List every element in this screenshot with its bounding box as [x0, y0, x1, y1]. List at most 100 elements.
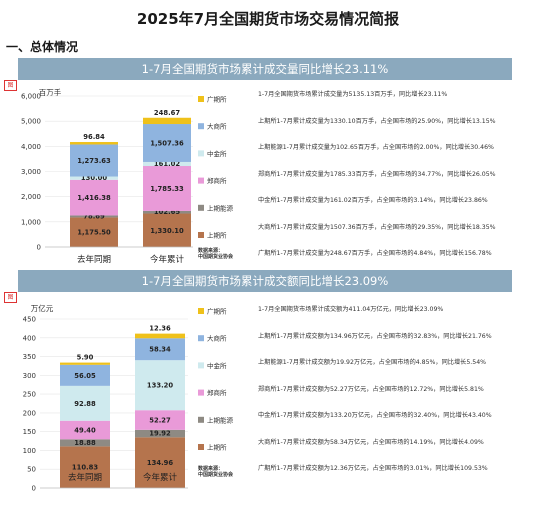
y-tick-label: 3,000 [21, 168, 41, 176]
legend-label: 广期所 [207, 95, 227, 104]
chart1-marker: 图 [4, 80, 17, 91]
bar-segment-this-year [135, 333, 185, 339]
chart1-banner: 1-7月全国期货市场累计成交量同比增长23.11% [18, 58, 512, 80]
note-line: 1-7月全国期货市场累计成交量为5135.13百万手，同比增长23.11% [258, 91, 448, 98]
source-note: 数据来源：中国期货业协会 [198, 247, 233, 260]
category-label: 今年累计 [150, 254, 185, 265]
note-line: 1-7月全国期货市场累计成交额为411.04万亿元，同比增长23.09% [258, 306, 444, 313]
y-axis-unit: 万亿元 [31, 303, 54, 313]
legend-swatch [198, 308, 204, 314]
data-label: 102.65 [154, 208, 180, 216]
bar-segment-last-year [60, 362, 110, 365]
bar-segment-last-year [70, 144, 118, 177]
data-label: 1,785.33 [150, 185, 184, 193]
legend-label: 上期所 [207, 231, 227, 240]
legend-label: 大商所 [207, 122, 227, 131]
legend-swatch [198, 123, 204, 130]
legend-swatch [198, 150, 204, 157]
y-axis-unit: 百万手 [39, 87, 62, 97]
note-line: 广期所1-7月累计成交额为12.36万亿元，占全国市场的3.01%，同比增长10… [258, 465, 488, 472]
y-tick-label: 300 [23, 372, 36, 380]
data-label: 78.69 [83, 212, 105, 220]
y-tick-label: 6,000 [21, 93, 41, 101]
legend-swatch [198, 444, 204, 450]
y-tick-label: 400 [23, 334, 36, 342]
bar-segment-this-year [143, 117, 191, 125]
bar-segment-this-year [143, 166, 191, 211]
bar-segment-last-year [60, 446, 110, 488]
note-line: 郑商所1-7月累计成交量为1785.33百万手，占全国市场的34.77%，同比增… [258, 170, 496, 178]
legend-swatch [198, 96, 204, 102]
data-label: 1,273.63 [77, 157, 111, 165]
note-line: 上期能源1-7月累计成交额为19.92万亿元，占全国市场的4.85%，同比增长5… [258, 359, 487, 366]
y-tick-label: 2,000 [21, 193, 41, 201]
legend-swatch [198, 389, 204, 396]
data-label: 52.27 [149, 417, 171, 425]
legend-swatch [198, 362, 204, 369]
y-tick-label: 250 [23, 391, 36, 399]
category-label: 去年同期 [77, 254, 111, 265]
note-line: 大商所1-7月累计成交量为1507.36百万手，占全国市场的29.35%，同比增… [258, 223, 496, 231]
y-tick-label: 0 [32, 485, 36, 493]
bar-segment-this-year [135, 410, 185, 430]
bar-segment-this-year [135, 360, 185, 411]
y-tick-label: 4,000 [21, 143, 41, 151]
bar-segment-this-year [143, 213, 191, 247]
bar-segment-last-year [60, 364, 110, 386]
note-line: 中金所1-7月累计成交额为133.20万亿元，占全国市场的32.40%，同比增长… [258, 412, 492, 419]
legend-label: 上期能源 [207, 415, 234, 424]
bar-segment-this-year [143, 210, 191, 214]
legend-swatch [198, 335, 204, 342]
note-line: 中金所1-7月累计成交量为161.02百万手，占全国市场的3.14%，同比增长2… [258, 197, 488, 204]
legend-label: 郑商所 [207, 388, 227, 397]
volume-chart: 百万手 0 1,000 2,000 3,000 4,000 5,000 6,000 1,175.… [21, 87, 234, 265]
data-label: 56.05 [74, 372, 96, 380]
bar-segment-last-year [60, 439, 110, 447]
data-label: 1,416.38 [77, 194, 111, 202]
y-tick-label: 200 [23, 409, 36, 417]
legend-label: 广期所 [207, 307, 227, 316]
note-line: 上期能源1-7月累计成交量为102.65百万手，占全国市场的2.00%，同比增长… [258, 144, 494, 151]
legend-label: 郑商所 [207, 176, 227, 185]
legend-label: 上期所 [207, 443, 227, 452]
data-label: 18.88 [74, 439, 96, 447]
y-tick-label: 5,000 [21, 118, 41, 126]
page-title: 2025年7月全国期货市场交易情况简报 [136, 10, 400, 28]
note-line: 郑商所1-7月累计成交额为52.27万亿元，占全国市场的12.72%，同比增长5… [258, 385, 484, 393]
data-label: 1,175.50 [77, 229, 111, 237]
bar-segment-last-year [60, 385, 110, 421]
data-label: 49.40 [74, 427, 96, 435]
data-label: 110.83 [72, 464, 98, 472]
category-label: 去年同期 [68, 472, 102, 483]
note-line: 上期所1-7月累计成交额为134.96万亿元，占全国市场的32.83%，同比增长… [258, 332, 492, 340]
data-label: 1,507.36 [150, 139, 184, 147]
note-line: 上期所1-7月累计成交量为1330.10百万手，占全国市场的25.90%，同比增… [258, 117, 496, 125]
y-tick-label: 450 [23, 316, 36, 324]
bar-segment-this-year [143, 124, 191, 162]
bar-segment-this-year [143, 161, 191, 167]
data-label: 92.88 [74, 400, 96, 408]
data-label: 134.96 [147, 459, 173, 467]
bar-segment-last-year [70, 217, 118, 247]
y-tick-label: 350 [23, 353, 36, 361]
bar-segment-last-year [70, 215, 118, 218]
legend-swatch [198, 204, 204, 211]
source-note: 数据来源：中国期货业协会 [198, 465, 233, 478]
bar-segment-last-year [70, 142, 118, 145]
turnover-notes: 1-7月全国期货市场累计成交额为411.04万亿元，同比增长23.09% 上期所1… [258, 294, 530, 506]
bar-segment-last-year [70, 179, 118, 216]
bar-segment-this-year [135, 429, 185, 438]
y-tick-label: 100 [23, 447, 36, 455]
data-label: 96.84 [83, 133, 105, 141]
chart2-marker: 图 [4, 292, 17, 303]
section-heading: 一、总体情况 [6, 40, 79, 54]
legend-label: 中金所 [207, 361, 227, 370]
note-line: 广期所1-7月累计成交量为248.67百万手，占全国市场的4.84%，同比增长1… [258, 250, 492, 257]
data-label: 130.00 [81, 174, 107, 182]
legend-label: 中金所 [207, 149, 227, 158]
chart2-banner: 1-7月全国期货市场累计成交额同比增长23.09% [18, 270, 512, 292]
legend-label: 大商所 [207, 334, 227, 343]
data-label: 12.36 [149, 325, 171, 333]
note-line: 大商所1-7月累计成交额为58.34万亿元，占全国市场的14.19%，同比增长4… [258, 438, 484, 446]
turnover-chart: 万亿元 0 50 100 150 200 250 300 350 400 450 110.83 18.8… [23, 303, 234, 493]
